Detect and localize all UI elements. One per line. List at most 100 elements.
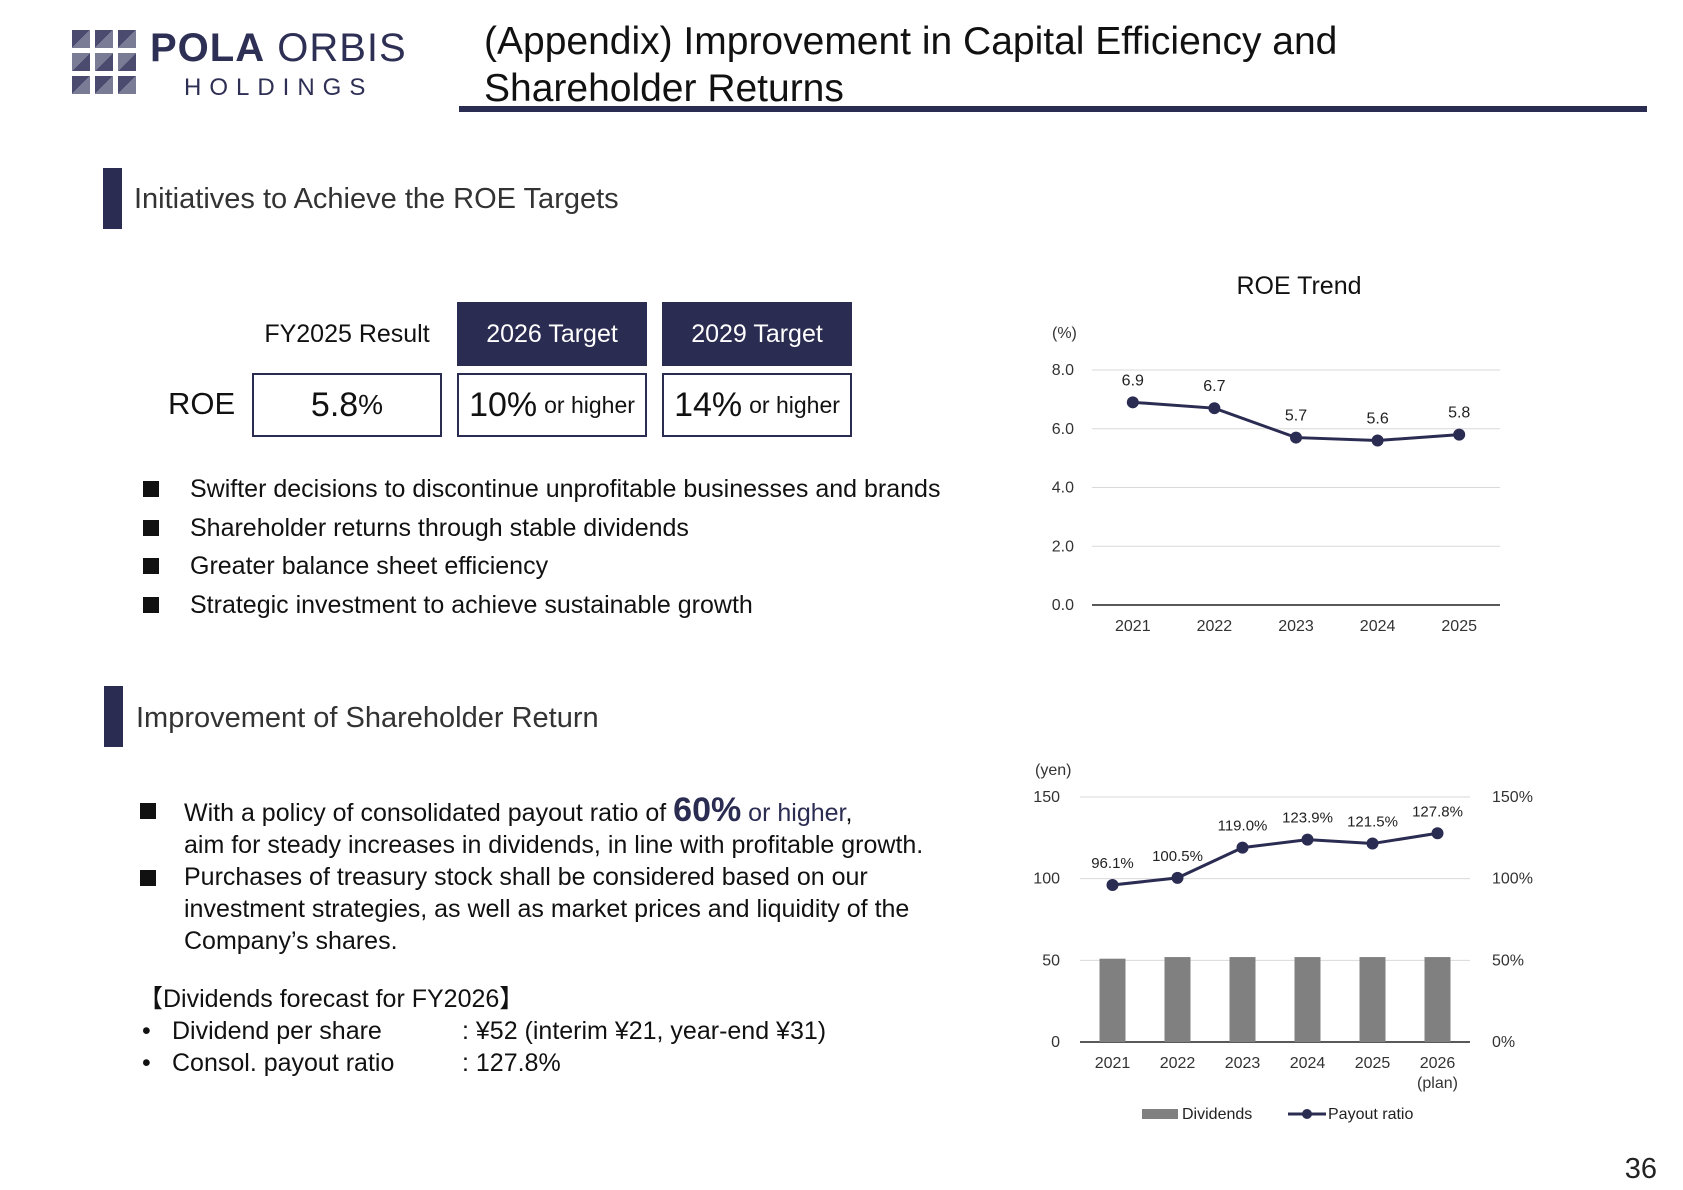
y-tick-label-right: 150% [1492,789,1533,806]
x-tick-label: 2026 [1420,1055,1456,1072]
x-tick-label: 2024 [1360,618,1396,635]
roe-row-label: ROE [168,386,236,421]
y-tick-label-right: 0% [1492,1034,1515,1051]
list-item: Greater balance sheet efficiency [140,547,1020,586]
roe-point [1453,428,1466,441]
section1-marker [103,168,122,229]
page-title-line2: Shareholder Returns [484,67,844,110]
chart-title: ROE Trend [1236,272,1361,300]
payout-ratio-point [1106,879,1119,892]
data-label: 5.6 [1366,411,1388,428]
payout-ratio-highlight: 60% [673,791,742,829]
x-tick-label: 2023 [1225,1055,1261,1072]
payout-ratio-point [1301,833,1314,846]
payout-ratio-point [1171,871,1184,884]
data-label: 123.9% [1282,810,1333,827]
title-underline [459,106,1647,112]
x-tick-label: 2025 [1441,618,1477,635]
value-2029-suffix: or higher [749,391,840,418]
payout-ratio-point [1431,827,1444,840]
payout-ratio-line [1112,831,1438,887]
col-header-2026-target: 2026 Target [457,302,647,366]
dividend-bar [1164,957,1191,1042]
data-label: 6.7 [1203,378,1225,395]
square-bullet-icon [140,870,156,886]
y-tick-label: 4.0 [1052,480,1074,497]
data-label: 96.1% [1091,855,1134,872]
section1-title: Initiatives to Achieve the ROE Targets [134,183,619,215]
value-fy2025-unit: % [358,389,384,420]
value-2026-target: 10% or higher [457,373,647,437]
dividend-bar [1229,957,1256,1042]
roe-point [1126,396,1139,409]
y-tick-label: 6.0 [1052,421,1074,438]
x-tick-label: 2021 [1115,618,1151,635]
value-fy2025-number: 5.8 [310,385,359,424]
x-tick-label: 2022 [1197,618,1233,635]
logo-orbis: ORBIS [277,26,407,70]
legend-dividends-swatch [1142,1109,1178,1119]
dot-bullet-icon: • [142,1049,151,1077]
data-label: 121.5% [1347,814,1398,831]
value-2029-target: 14% or higher [662,373,852,437]
x-tick-label: 2024 [1290,1055,1326,1072]
dividend-bar [1424,957,1451,1042]
square-bullet-icon [143,519,159,536]
dividend-bar [1294,957,1321,1042]
y-tick-label-right: 100% [1492,871,1533,888]
y-tick-label-right: 50% [1492,952,1524,969]
dividends-forecast: 【Dividends forecast for FY2026】 • Divide… [138,983,898,1079]
legend-dividends-label: Dividends [1182,1106,1252,1123]
value-2029-number: 14% [674,385,743,424]
y-tick-label-left: 50 [1042,952,1060,969]
y-tick-label: 8.0 [1052,362,1074,379]
page-title-line1: (Appendix) Improvement in Capital Effici… [484,20,1338,63]
logo-mark-icon [72,30,136,94]
data-label: 119.0% [1218,818,1268,835]
y-tick-label-left: 100 [1033,871,1060,888]
square-bullet-icon [143,558,159,574]
y-tick-label-left: 0 [1051,1034,1060,1051]
logo-pola: POLA [150,26,266,70]
value-2026-suffix: or higher [544,391,635,418]
dividends-payout-chart: (yen) 0 50 100 150 0% 50% 100% 150% 2021 2022 2023 2… [1033,762,1533,1123]
y-tick-label: 2.0 [1052,538,1074,555]
forecast-row: • Consol. payout ratio: 127.8% [142,1049,561,1077]
list-item: Shareholder returns through stable divid… [140,509,1020,548]
payout-ratio-point [1236,841,1249,854]
x-tick-note: (plan) [1417,1075,1458,1092]
list-item: Swifter decisions to discontinue unprofi… [140,470,1020,509]
roe-point [1208,402,1221,415]
section2-title: Improvement of Shareholder Return [136,702,599,734]
logo-holdings: HOLDINGS [184,74,374,101]
col-header-fy2025: FY2025 Result [264,319,430,348]
roe-point [1290,431,1302,444]
x-tick-label: 2023 [1278,618,1314,635]
forecast-heading: 【Dividends forecast for FY2026】 [138,985,525,1013]
data-label: 5.8 [1448,405,1470,422]
square-bullet-icon [140,803,156,819]
value-fy2025: 5.8% [252,373,442,437]
section2-marker [104,686,123,747]
data-label: 5.7 [1285,408,1307,425]
roe-point [1371,434,1384,447]
y-tick-label: 0.0 [1052,597,1074,614]
list-item: With a policy of consolidated payout rat… [138,791,1018,861]
x-tick-label: 2022 [1160,1055,1196,1072]
legend-payout-marker [1302,1109,1312,1119]
logo-wordmark: POLA ORBIS [150,26,407,71]
forecast-row: • Dividend per share: ¥52 (interim ¥21, … [142,1017,827,1045]
roe-initiatives-list: Swifter decisions to discontinue unprofi… [140,470,1020,624]
list-item: Strategic investment to achieve sustaina… [140,586,1020,625]
dot-bullet-icon: • [142,1017,151,1045]
y-tick-label-left: 150 [1033,789,1060,806]
value-2026-number: 10% [469,385,538,424]
square-bullet-icon [143,596,159,613]
legend-payout-label: Payout ratio [1328,1106,1413,1123]
y-axis-label-left: (yen) [1035,762,1071,779]
col-header-2029-target: 2029 Target [662,302,852,366]
dividend-bar [1099,958,1126,1042]
data-label: 100.5% [1152,848,1203,865]
dividend-bar [1359,957,1386,1042]
x-tick-label: 2025 [1355,1055,1391,1072]
